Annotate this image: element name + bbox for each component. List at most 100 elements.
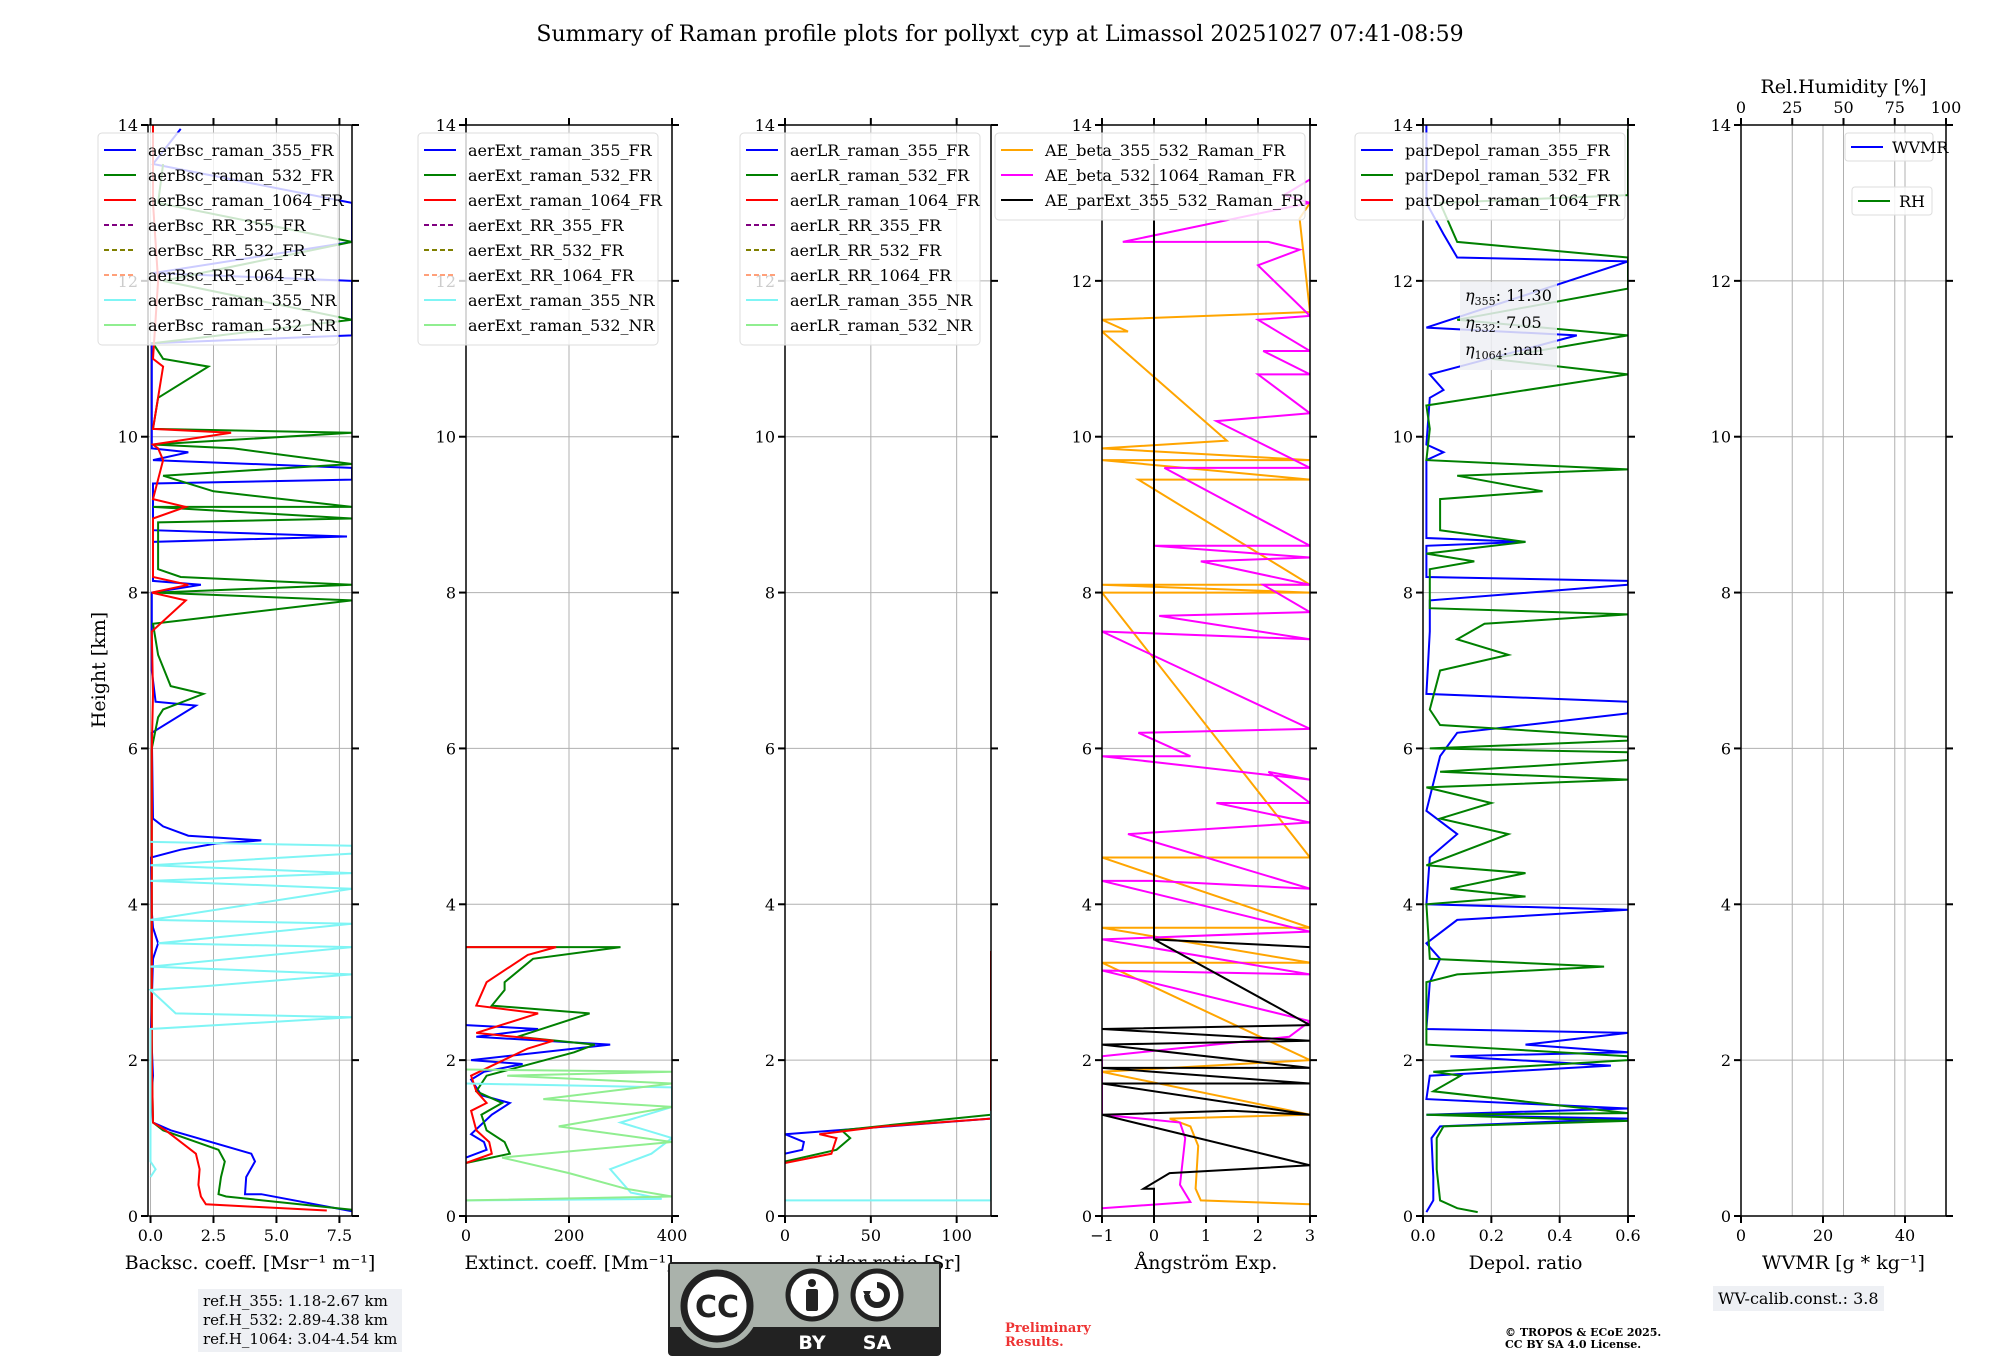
x-tick-label: 200	[554, 1226, 585, 1245]
series-parDepol_raman_532_FR	[1425, 128, 1628, 1214]
legend-label: aerExt_RR_355_FR	[468, 216, 625, 235]
legend-label: parDepol_raman_1064_FR	[1405, 191, 1621, 210]
x-axis-label: Backsc. coeff. [Msr⁻¹ m⁻¹]	[125, 1252, 376, 1274]
legend-label: aerExt_RR_532_FR	[468, 241, 625, 260]
legend-label: AE_beta_355_532_Raman_FR	[1044, 141, 1286, 160]
x-tick-label: 0	[1149, 1226, 1159, 1245]
y-tick-label: 8	[1403, 584, 1413, 603]
ref-height-1064: ref.H_1064: 3.04-4.54 km	[203, 1330, 398, 1348]
wv-calibration-text: WV-calib.const.: 3.8	[1718, 1289, 1879, 1308]
axes-frame	[147, 124, 353, 1217]
y-tick-label: 10	[118, 428, 138, 447]
panel-bsc: 0.02.55.07.502468101214Backsc. coeff. [M…	[97, 116, 376, 1274]
legend-label: aerExt_raman_532_NR	[468, 316, 656, 335]
legend-label: WVMR	[1892, 138, 1949, 157]
ref-height-355: ref.H_355: 1.18-2.67 km	[203, 1292, 388, 1310]
y-tick-label: 10	[1711, 428, 1731, 447]
panel-wvmr: 0 20 40 0 2 4 6 8 10 12 14 WVMR [g * kg⁻¹] 0 25 50 75 10…	[1711, 76, 1962, 1274]
x-tick-label: 0	[1736, 1226, 1746, 1245]
y-tick-label: 2	[1082, 1051, 1092, 1070]
svg-text:SA: SA	[863, 1332, 892, 1354]
wv-calibration-box: WV-calib.const.: 3.8	[1713, 1286, 1884, 1311]
series-aerLR_raman_355_FR	[785, 1032, 991, 1155]
legend-label: aerBsc_raman_532_FR	[148, 166, 334, 185]
x-axis-label: WVMR [g * kg⁻¹]	[1762, 1252, 1925, 1274]
legend-label: aerExt_raman_1064_FR	[468, 191, 663, 210]
y-tick-label: 4	[1082, 895, 1092, 914]
y-tick-label: 14	[1711, 116, 1731, 135]
y-tick-label: 8	[446, 584, 456, 603]
y-tick-label: 2	[765, 1051, 775, 1070]
y-tick-label: 0	[128, 1207, 138, 1226]
y-tick-label: 14	[1393, 116, 1413, 135]
svg-text:CC: CC	[695, 1290, 739, 1325]
x-tick-label: 3	[1305, 1226, 1315, 1245]
y-tick-label: 10	[755, 428, 775, 447]
legend-label: aerBsc_raman_355_FR	[148, 141, 334, 160]
legend-lr: aerLR_raman_355_FR aerLR_raman_532_FR aerL…	[739, 132, 981, 346]
share-alike-icon	[850, 1268, 904, 1322]
panel-ext: 020040002468101214Extinct. coeff. [Mm⁻¹]…	[417, 116, 688, 1274]
x-tick-label: 0.0	[1410, 1226, 1435, 1245]
x-tick-label: 100	[941, 1226, 972, 1245]
y-tick-label: 4	[1721, 895, 1731, 914]
x-tick-label: 2	[1253, 1226, 1263, 1245]
legend-label: aerLR_raman_532_FR	[790, 166, 970, 185]
top-tick-label: 75	[1885, 98, 1905, 117]
x-tick-label: 40	[1895, 1226, 1915, 1245]
y-tick-label: 0	[1403, 1207, 1413, 1226]
legend-label: aerExt_raman_532_FR	[468, 166, 653, 185]
y-tick-label: 12	[1711, 272, 1731, 291]
y-tick-label: 6	[1721, 739, 1731, 758]
series-aerBsc_raman_1064_FR	[150, 125, 327, 1212]
y-tick-label: 12	[1072, 272, 1092, 291]
legend-label: AE_beta_532_1064_Raman_FR	[1044, 166, 1296, 185]
y-tick-label: 12	[1393, 272, 1413, 291]
y-tick-label: 6	[1082, 739, 1092, 758]
legend-label: aerBsc_RR_1064_FR	[148, 266, 317, 285]
legend-label: aerLR_RR_1064_FR	[790, 266, 952, 285]
legend-label: aerBsc_raman_1064_FR	[148, 191, 345, 210]
legend-label: AE_parExt_355_532_Raman_FR	[1044, 191, 1305, 210]
axes-frame	[784, 124, 992, 1217]
x-tick-label: 2.5	[201, 1226, 226, 1245]
top-tick-label: 0	[1736, 98, 1746, 117]
legend-label: aerBsc_RR_532_FR	[148, 241, 306, 260]
x-axis-label: Ångström Exp.	[1134, 1252, 1278, 1274]
top-tick-label: 50	[1833, 98, 1853, 117]
series-aerBsc_raman_355_NR	[148, 840, 352, 1178]
legend-label: aerLR_RR_532_FR	[790, 241, 942, 260]
top-tick-label: 100	[1931, 98, 1962, 117]
x-axis-label: Depol. ratio	[1469, 1252, 1583, 1274]
figure-title: Summary of Raman profile plots for polly…	[536, 22, 1464, 47]
y-tick-label: 6	[446, 739, 456, 758]
y-tick-label: 6	[765, 739, 775, 758]
y-tick-label: 14	[1072, 116, 1092, 135]
legend-label: aerBsc_RR_355_FR	[148, 216, 306, 235]
y-tick-label: 2	[128, 1051, 138, 1070]
series-aerExt_raman_1064_FR	[466, 946, 557, 1164]
top-axis-label: Rel.Humidity [%]	[1760, 76, 1926, 98]
x-tick-label: 400	[657, 1226, 688, 1245]
series-parDepol_raman_355_FR	[1424, 125, 1628, 1213]
top-tick-label: 25	[1782, 98, 1802, 117]
legend-ext: aerExt_raman_355_FR aerExt_raman_532_FRae…	[417, 132, 663, 346]
y-tick-label: 0	[1721, 1207, 1731, 1226]
x-tick-label: −1	[1090, 1226, 1114, 1245]
copyright-note: © TROPOS & ECoE 2025. CC BY SA 4.0 Licen…	[1505, 1326, 1662, 1351]
series-aerLR_raman_532_FR	[785, 976, 991, 1163]
y-tick-label: 14	[118, 116, 138, 135]
eta-355: η355: 11.30	[1465, 286, 1552, 309]
x-axis-label: Extinct. coeff. [Mm⁻¹]	[464, 1252, 673, 1274]
legend-label: aerLR_raman_532_NR	[790, 316, 973, 335]
x-tick-label: 7.5	[327, 1226, 352, 1245]
svg-text:BY: BY	[798, 1332, 825, 1354]
legend-label: aerLR_raman_1064_FR	[790, 191, 980, 210]
y-tick-label: 8	[765, 584, 775, 603]
series-AE_parExt_355_532_Raman_FR	[1102, 164, 1310, 1216]
legend-depol: parDepol_raman_355_FR parDepol_raman_532_…	[1354, 132, 1626, 221]
x-tick-label: 0	[780, 1226, 790, 1245]
y-tick-label: 2	[446, 1051, 456, 1070]
